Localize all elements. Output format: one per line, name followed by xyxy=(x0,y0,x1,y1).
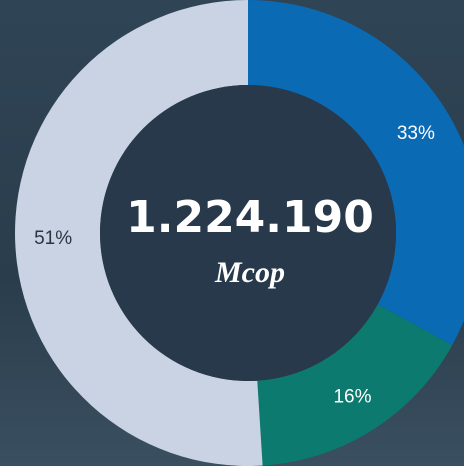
chart: 1.224.190 Mcop 33% 16% 51% xyxy=(0,0,464,466)
value-label: 33% xyxy=(397,123,435,144)
value-label: 51% xyxy=(34,228,72,249)
value-label: 16% xyxy=(333,387,371,408)
center-unit: Mcop xyxy=(214,256,285,289)
page: 1.224.190 Mcop 33%16%51% (() => { const … xyxy=(0,0,464,466)
center-value: 1.224.190 xyxy=(126,192,374,243)
